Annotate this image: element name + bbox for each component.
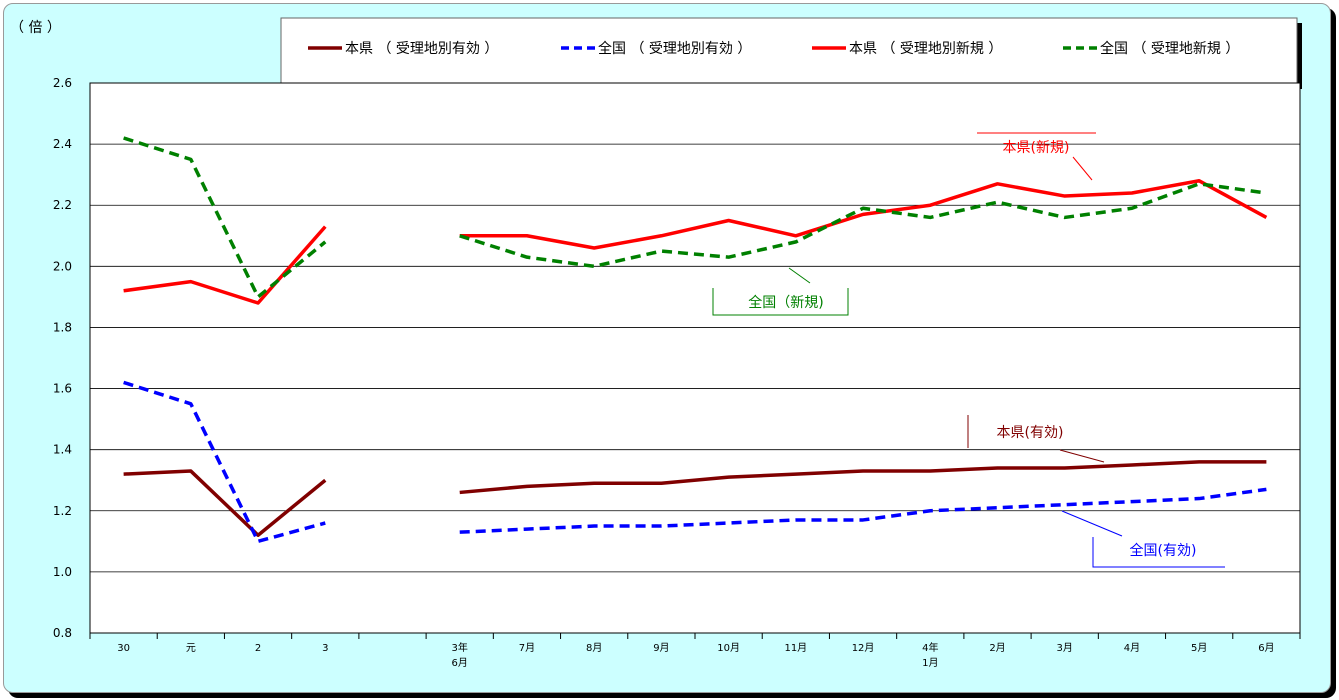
x-tick-label: 8月 <box>586 642 602 654</box>
x-tick-label: 9月 <box>653 642 669 654</box>
y-tick-label: 0.8 <box>53 626 72 640</box>
series-line <box>459 179 1268 250</box>
x-tick-label: 3月 <box>1057 642 1073 654</box>
x-tick-label: 6月 <box>1258 642 1274 654</box>
y-tick-label: 2.6 <box>53 76 72 90</box>
legend-label: 本県 （ 受理地別有効 ） <box>345 41 498 57</box>
x-tick-label: 1月 <box>922 657 938 669</box>
callout-pointer <box>788 267 811 284</box>
callout-pointer <box>1059 449 1105 463</box>
callout-label: 本県(有効) <box>997 425 1064 441</box>
x-tick-label: 5月 <box>1191 642 1207 654</box>
series-line <box>459 487 1267 534</box>
legend-label: 全国 （ 受理地新規 ） <box>1100 40 1239 57</box>
callout-pointer <box>1072 156 1093 181</box>
x-tick-label: 7月 <box>519 642 535 654</box>
x-tick-label: 3年 <box>452 641 468 654</box>
x-tick-label: 2 <box>255 643 261 654</box>
y-tick-label: 1.4 <box>53 443 72 457</box>
y-unit-label: （ 倍 ） <box>10 20 61 36</box>
x-tick-label: 30 <box>117 643 130 654</box>
x-tick-label: 11月 <box>784 642 807 654</box>
callout-label: 全国（新規) <box>748 294 823 311</box>
x-tick-label: 4月 <box>1124 642 1140 654</box>
series-line <box>123 225 327 305</box>
x-tick-label: 3 <box>322 643 328 654</box>
x-tick-label: 6月 <box>452 657 468 669</box>
series-line <box>123 136 327 299</box>
legend: 本県 （ 受理地別有効 ） 全国 （ 受理地別有効 ） 本県 （ 受理地別新規 ） 全… <box>280 17 1302 89</box>
series-line <box>459 460 1267 495</box>
x-tick-label: 12月 <box>852 642 875 654</box>
x-tick-label: 2月 <box>989 642 1005 654</box>
callout-pointer <box>1061 510 1123 537</box>
x-tick-label: 4年 <box>922 641 938 654</box>
y-tick-label: 1.8 <box>53 320 72 334</box>
legend-label: 本県 （ 受理地別新規 ） <box>849 41 1002 57</box>
series-line <box>123 380 326 544</box>
y-tick-label: 2.4 <box>53 137 72 151</box>
y-tick-label: 1.6 <box>53 382 72 396</box>
callout-bracket <box>712 288 849 316</box>
plot-area <box>89 82 1301 634</box>
y-tick-label: 2.2 <box>53 198 72 212</box>
callout-label: 全国(有効) <box>1130 542 1197 559</box>
series-line <box>459 182 1267 269</box>
series-line <box>123 469 327 537</box>
legend-label: 全国 （ 受理地別有効 ） <box>598 40 751 57</box>
y-tick-label: 2.0 <box>53 259 72 273</box>
y-tick-label: 1.2 <box>53 504 72 518</box>
y-tick-label: 1.0 <box>53 565 72 579</box>
x-tick-label: 10月 <box>717 642 740 654</box>
callout-bracket <box>1092 537 1225 568</box>
x-tick-label: 元 <box>186 643 196 654</box>
callout-label: 本県(新規) <box>1003 140 1070 156</box>
